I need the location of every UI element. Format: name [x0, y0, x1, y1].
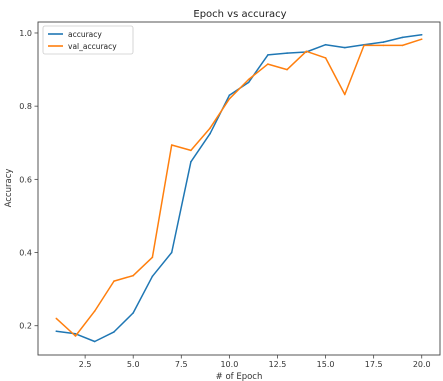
x-tick-label: 15.0	[317, 360, 335, 369]
data-point-accuracy-16	[344, 46, 346, 49]
x-tick-label: 2.5	[79, 360, 92, 369]
plot-area	[37, 21, 441, 356]
data-point-val_accuracy-14	[305, 50, 308, 53]
x-tick-label: 12.5	[269, 360, 287, 369]
data-point-accuracy-10	[228, 94, 231, 96]
data-point-val_accuracy-12	[267, 63, 269, 65]
data-point-accuracy-12	[267, 54, 269, 56]
y-tick-label: 0.2	[19, 322, 32, 331]
y-tick-label: 0.4	[19, 249, 32, 258]
data-point-accuracy-1	[55, 330, 58, 333]
x-tick-label: 20.0	[413, 360, 431, 369]
data-point-accuracy-18	[382, 41, 385, 43]
data-point-val_accuracy-10	[228, 98, 231, 100]
legend-box	[42, 25, 134, 55]
legend: accuracy val_accuracy	[42, 25, 134, 55]
data-point-accuracy-6	[151, 275, 154, 278]
data-point-accuracy-8	[190, 161, 192, 163]
data-point-val_accuracy-1	[55, 317, 58, 320]
y-tick-label: 0.6	[19, 175, 32, 184]
legend-label-val_accuracy: val_accuracy	[68, 42, 117, 51]
data-point-val_accuracy-8	[190, 149, 192, 152]
data-point-accuracy-19	[401, 36, 404, 39]
x-tick-label: 5.0	[127, 360, 140, 369]
data-point-val_accuracy-17	[363, 44, 365, 47]
data-point-val_accuracy-16	[344, 93, 346, 96]
data-point-val_accuracy-11	[247, 78, 250, 81]
data-point-val_accuracy-13	[286, 68, 288, 71]
data-point-accuracy-15	[324, 43, 327, 46]
data-point-accuracy-3	[93, 340, 96, 343]
data-point-val_accuracy-20	[420, 38, 423, 40]
data-point-accuracy-2	[74, 333, 77, 335]
y-axis-label: Accuracy	[4, 169, 14, 208]
x-tick-label: 10.0	[220, 360, 238, 369]
series-line-val_accuracy	[55, 38, 422, 337]
data-point-accuracy-4	[113, 331, 115, 333]
data-point-accuracy-11	[247, 81, 250, 84]
data-point-accuracy-13	[286, 52, 288, 54]
x-tick-label: 7.5	[175, 360, 188, 369]
data-point-val_accuracy-9	[209, 127, 211, 129]
data-point-val_accuracy-5	[132, 274, 134, 277]
data-point-val_accuracy-6	[151, 256, 154, 259]
series-layer	[55, 34, 423, 343]
x-axis-label: # of Epoch	[216, 372, 263, 381]
ticks-layer: 2.5 5.0 7.5 10.0 12.5 15.0 17.5 20.0 0.2 0.4 0.6 0.…	[19, 29, 430, 369]
data-point-accuracy-7	[170, 251, 173, 254]
data-point-val_accuracy-15	[324, 57, 327, 59]
y-tick-label: 0.8	[19, 102, 32, 111]
legend-label-accuracy: accuracy	[68, 30, 102, 39]
y-tick-label: 1.0	[19, 29, 32, 38]
data-point-val_accuracy-2	[74, 335, 77, 337]
data-point-accuracy-5	[132, 312, 134, 314]
data-point-accuracy-20	[420, 34, 423, 36]
data-point-val_accuracy-19	[401, 44, 404, 47]
data-point-val_accuracy-4	[113, 280, 115, 282]
data-point-val_accuracy-7	[170, 144, 173, 146]
chart-title: Epoch vs accuracy	[193, 9, 286, 20]
data-point-accuracy-9	[209, 132, 211, 135]
data-point-val_accuracy-3	[93, 310, 96, 312]
data-point-val_accuracy-18	[382, 44, 385, 47]
x-tick-label: 17.5	[365, 360, 383, 369]
